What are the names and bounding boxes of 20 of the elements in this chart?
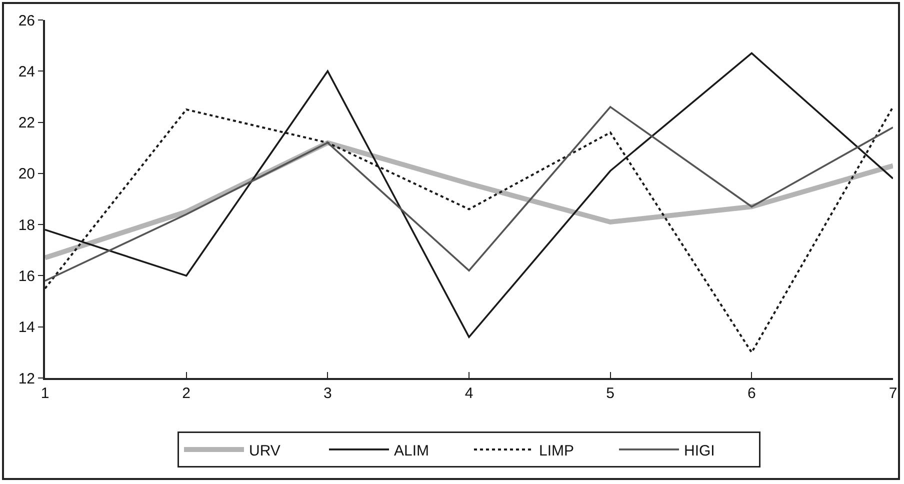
y-tick-label: 24 [18, 63, 35, 80]
y-tick-label: 16 [18, 268, 35, 285]
y-tick-label: 18 [18, 216, 35, 234]
y-tick-label: 14 [18, 319, 35, 336]
x-tick-label: 1 [40, 385, 50, 402]
legend-label: URV [249, 442, 280, 460]
x-tick-label: 4 [464, 385, 474, 402]
legend-label: HIGI [684, 442, 715, 460]
x-tick-label: 2 [182, 385, 190, 402]
y-tick-label: 26 [18, 12, 35, 30]
x-tick-label: 5 [606, 385, 614, 402]
y-tick-label: 22 [18, 114, 35, 132]
x-tick-label: 6 [748, 385, 756, 402]
x-tick-label: 3 [324, 385, 332, 402]
line-series [45, 106, 893, 282]
legend-label: ALIM [394, 442, 430, 460]
legend-label: LIMP [539, 442, 574, 460]
y-tick-label: 20 [18, 166, 35, 183]
x-tick-label: 7 [888, 385, 898, 402]
y-tick-label: 12 [18, 370, 35, 388]
